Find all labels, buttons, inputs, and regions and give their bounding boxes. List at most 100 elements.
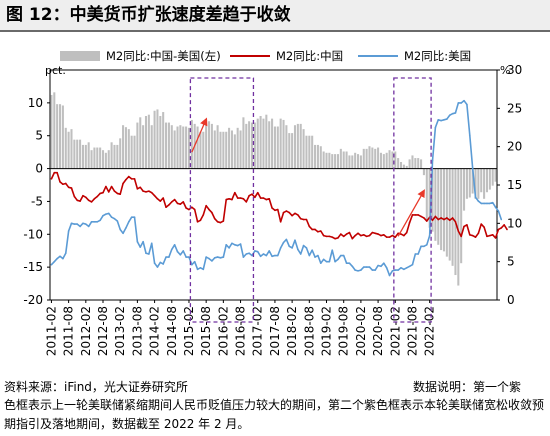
china-m2-line-point xyxy=(248,194,250,197)
bar xyxy=(73,139,76,169)
us-m2-line-point xyxy=(191,263,193,266)
x-tick-label: 2014-08 xyxy=(165,306,179,356)
bar xyxy=(474,168,477,199)
x-tick-label: 2012-02 xyxy=(79,306,93,356)
us-m2-line-point xyxy=(59,255,61,258)
us-m2-line-point xyxy=(271,255,273,258)
trend-arrow-2 xyxy=(397,189,425,237)
china-m2-line-point xyxy=(265,198,268,201)
china-m2-line-point xyxy=(199,219,202,222)
china-m2-line-point xyxy=(391,234,394,237)
bar xyxy=(173,130,176,169)
us-m2-line-point xyxy=(446,118,448,120)
us-m2-line-point xyxy=(113,217,116,220)
china-m2-line-point xyxy=(446,217,448,219)
china-m2-line-point xyxy=(79,200,81,202)
us-m2-line-point xyxy=(90,221,93,223)
china-m2-line-point xyxy=(497,228,500,231)
china-m2-line-point xyxy=(500,227,503,229)
us-m2-line-point xyxy=(128,221,130,223)
us-m2-line-point xyxy=(454,112,457,114)
us-m2-line-point xyxy=(348,262,351,264)
bar xyxy=(431,168,434,232)
china-m2-line-point xyxy=(420,215,422,218)
china-m2-line-point xyxy=(159,200,162,202)
china-m2-line-point xyxy=(314,228,316,231)
x-tick-label: 2014-02 xyxy=(148,306,162,356)
bar xyxy=(225,131,228,169)
china-m2-line-point xyxy=(426,220,428,222)
us-m2-line-point xyxy=(231,242,233,245)
china-m2-line-point xyxy=(133,178,136,180)
bar xyxy=(293,125,297,169)
us-m2-line-point xyxy=(426,244,428,246)
china-m2-line-point xyxy=(417,214,420,216)
china-m2-line-point xyxy=(371,231,374,234)
china-m2-line-point xyxy=(179,203,182,205)
china-m2-line-point xyxy=(136,188,139,190)
legend-label: M2同比:美国 xyxy=(404,49,471,63)
china-m2-line-point xyxy=(130,178,133,180)
us-m2-line-point xyxy=(411,263,414,266)
bar xyxy=(242,117,245,169)
us-m2-line-point xyxy=(365,266,368,268)
bar xyxy=(136,122,139,169)
china-m2-line-point xyxy=(110,185,113,188)
bar xyxy=(196,126,199,169)
bar xyxy=(56,104,59,169)
us-m2-line-point xyxy=(173,244,176,246)
china-m2-line-point xyxy=(225,198,228,201)
us-m2-line-point xyxy=(179,253,182,256)
bar xyxy=(463,168,466,211)
china-m2-line-point xyxy=(334,237,336,240)
china-m2-line-point xyxy=(254,196,256,199)
china-m2-line-point xyxy=(113,190,116,192)
bar xyxy=(357,154,360,169)
x-tick-label: 2019-02 xyxy=(320,306,334,356)
us-m2-line-point xyxy=(182,250,185,252)
china-m2-line-point xyxy=(443,218,445,221)
bar xyxy=(420,159,423,169)
china-m2-line-point xyxy=(64,182,67,185)
us-m2-line-point xyxy=(342,254,345,257)
us-m2-line-point xyxy=(489,202,491,205)
china-m2-line-point xyxy=(119,193,121,195)
bar xyxy=(107,150,110,169)
left-tick-label: -15 xyxy=(23,260,43,274)
us-m2-line-point xyxy=(142,240,144,243)
right-tick-label: 20 xyxy=(507,140,522,154)
china-m2-line-point xyxy=(383,234,385,236)
bar xyxy=(351,155,354,169)
bar xyxy=(199,131,202,169)
us-m2-line-point xyxy=(73,223,76,225)
us-m2-line-point xyxy=(70,222,73,225)
china-m2-line-point xyxy=(90,201,93,203)
bar xyxy=(144,116,148,169)
us-m2-line-point xyxy=(193,260,196,263)
us-m2-line-point xyxy=(334,260,336,263)
us-m2-line-point xyxy=(297,248,299,251)
bar xyxy=(468,168,471,198)
bar xyxy=(411,155,414,169)
bar xyxy=(336,154,339,169)
us-m2-line-point xyxy=(291,247,293,249)
us-m2-line-point xyxy=(437,119,440,121)
china-m2-line-point xyxy=(463,225,465,228)
china-m2-line-point xyxy=(153,194,156,197)
bar xyxy=(477,168,480,199)
bar xyxy=(67,131,70,169)
china-m2-line-point xyxy=(489,234,491,237)
bar xyxy=(334,154,337,169)
china-m2-line-point xyxy=(468,234,471,236)
bar xyxy=(104,152,107,169)
china-m2-line-point xyxy=(365,235,368,238)
china-m2-line-point xyxy=(294,212,296,215)
bar xyxy=(391,151,394,169)
us-m2-line-point xyxy=(262,253,265,255)
bar xyxy=(213,130,216,169)
us-m2-line-point xyxy=(202,268,205,271)
china-m2-line-point xyxy=(348,231,351,234)
china-m2-line-point xyxy=(362,234,365,236)
bar xyxy=(202,131,205,169)
bar xyxy=(122,125,125,169)
